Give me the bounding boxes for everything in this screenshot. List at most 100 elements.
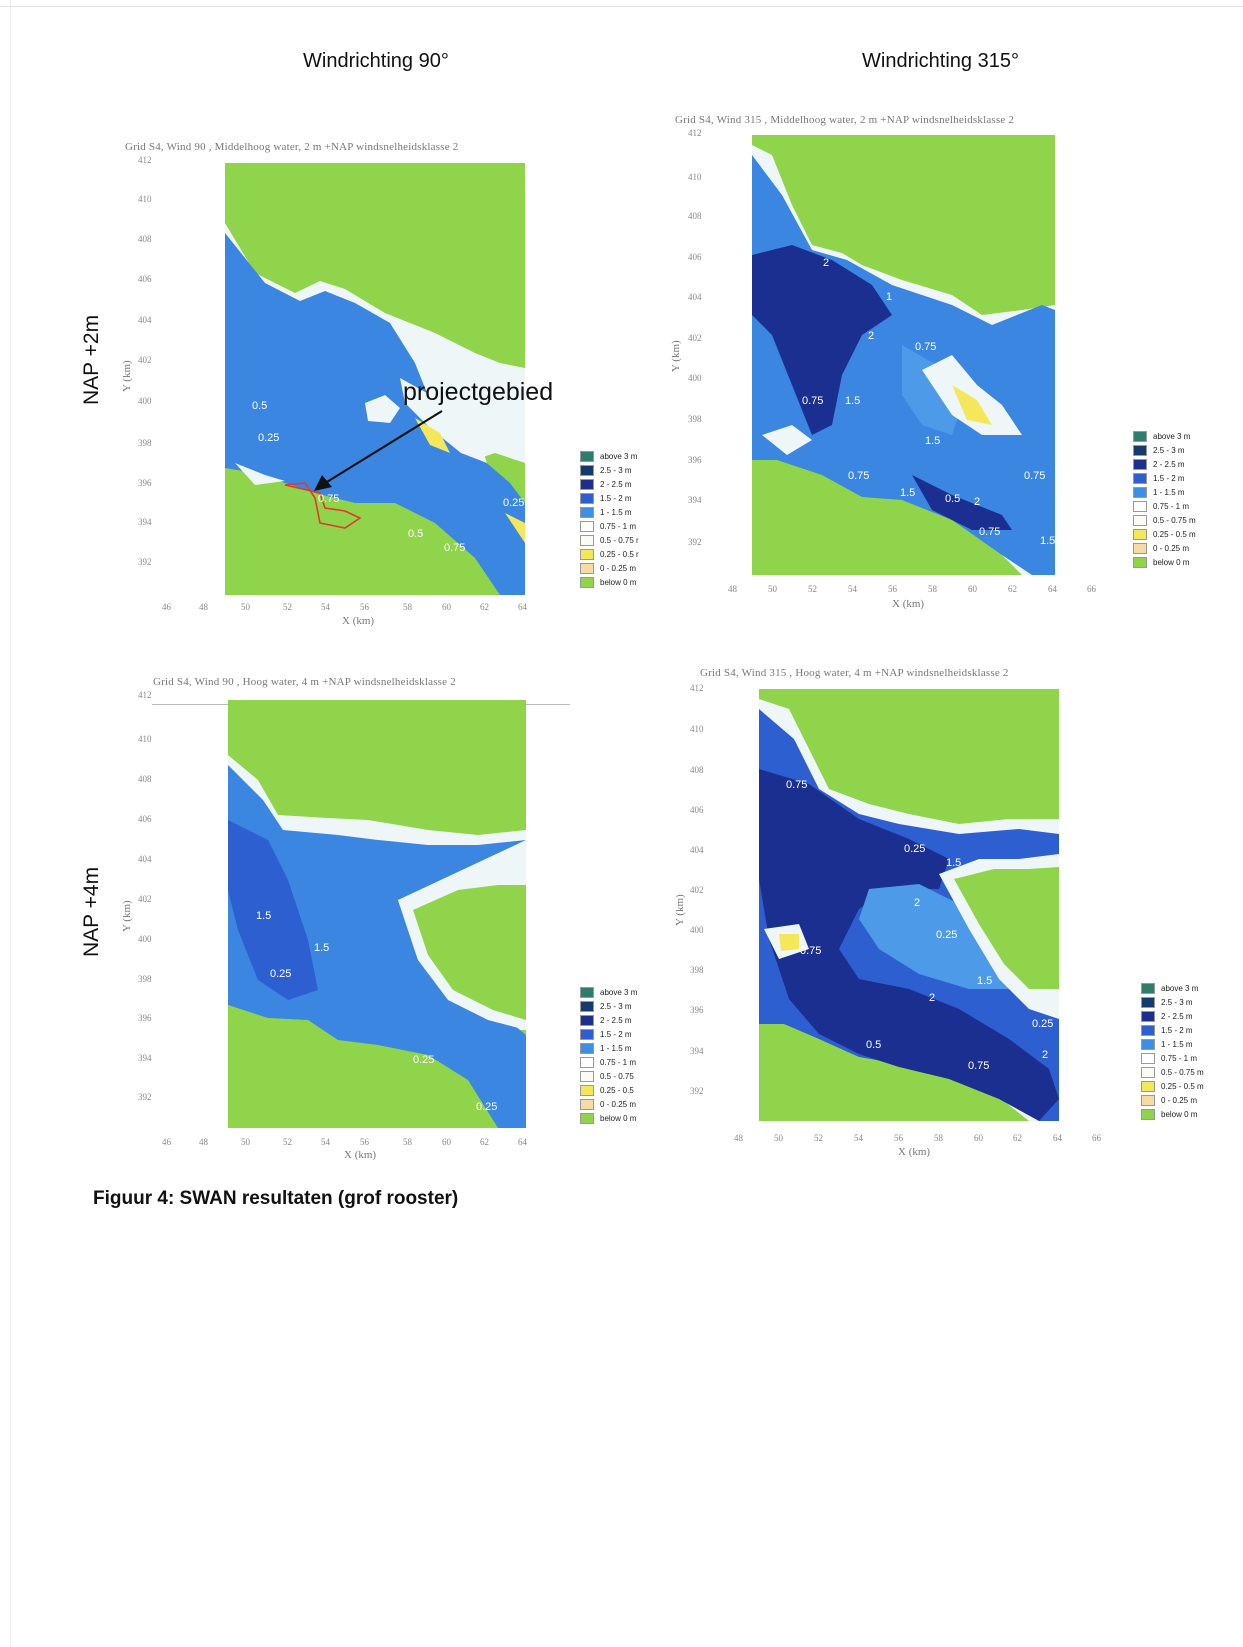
y-tick: 398 xyxy=(690,965,704,975)
contour-label: 1 xyxy=(886,291,893,303)
row-label-nap-2m: NAP +2m xyxy=(80,314,103,405)
contour-label: 0.75 xyxy=(444,542,466,554)
contour-label: 1.5 xyxy=(256,910,272,922)
legend-swatch xyxy=(580,492,594,504)
y-axis-label: Y (km) xyxy=(121,900,133,932)
contour-label: 2 xyxy=(823,257,830,269)
x-tick: 56 xyxy=(360,1137,369,1147)
y-tick: 394 xyxy=(138,1053,152,1063)
y-tick: 402 xyxy=(690,885,704,895)
legend-item: above 3 m xyxy=(1141,981,1204,995)
y-tick: 400 xyxy=(690,925,704,935)
y-tick: 412 xyxy=(138,155,152,165)
y-tick: 396 xyxy=(138,1013,152,1023)
legend-item: below 0 m xyxy=(1141,1107,1204,1121)
wave-height-map xyxy=(752,135,1055,575)
wave-height-map xyxy=(228,700,526,1128)
legend-swatch xyxy=(1141,996,1155,1008)
contour-label: 0.75 xyxy=(800,945,822,957)
x-tick: 50 xyxy=(241,602,250,612)
projectgebied-annotation: projectgebied xyxy=(403,378,554,406)
legend-swatch xyxy=(580,986,594,998)
legend-item: above 3 m xyxy=(580,985,637,999)
plot-title: Grid S4, Wind 90 , Hoog water, 4 m +NAP … xyxy=(153,676,456,688)
legend-swatch xyxy=(580,548,594,560)
y-tick: 394 xyxy=(690,1046,704,1056)
contour-label: 1.5 xyxy=(925,435,941,447)
contour-label: 0.75 xyxy=(915,341,937,353)
legend-swatch xyxy=(1133,528,1147,540)
legend-swatch xyxy=(580,520,594,532)
y-tick: 404 xyxy=(138,315,152,325)
y-tick: 402 xyxy=(138,894,152,904)
legend-swatch xyxy=(1133,500,1147,512)
figure-caption: Figuur 4: SWAN resultaten (grof rooster) xyxy=(93,1188,459,1209)
legend-item: 0.25 - 0.5 r xyxy=(580,547,639,561)
y-tick: 396 xyxy=(690,1005,704,1015)
x-tick: 62 xyxy=(1013,1133,1022,1143)
legend-swatch xyxy=(580,464,594,476)
page-left-rule xyxy=(10,0,11,1647)
x-axis-label: X (km) xyxy=(344,1149,377,1161)
legend-item: 2 - 2.5 m xyxy=(1141,1009,1204,1023)
x-tick: 58 xyxy=(928,584,937,594)
legend-swatch xyxy=(580,506,594,518)
x-tick: 52 xyxy=(808,584,817,594)
contour-label: 1.5 xyxy=(900,487,916,499)
legend-swatch xyxy=(1133,556,1147,568)
contour-label: 0.5 xyxy=(408,528,424,540)
contour-label: 1.5 xyxy=(1040,535,1056,547)
y-tick: 406 xyxy=(690,805,704,815)
y-tick: 392 xyxy=(688,537,702,547)
contour-label: 0.75 xyxy=(979,526,1001,538)
y-tick: 400 xyxy=(688,373,702,383)
legend-swatch xyxy=(1141,1094,1155,1106)
contour-label: 1.5 xyxy=(314,942,330,954)
page-top-rule xyxy=(0,6,1243,7)
contour-label: 2 xyxy=(974,496,981,508)
x-tick: 50 xyxy=(774,1133,783,1143)
x-tick: 46 xyxy=(162,1137,171,1147)
y-tick: 400 xyxy=(138,934,152,944)
x-tick: 48 xyxy=(728,584,737,594)
x-tick: 60 xyxy=(968,584,977,594)
legend-item: 0.25 - 0.5 m xyxy=(1133,527,1196,541)
legend-item: 1.5 - 2 m xyxy=(1133,471,1196,485)
y-tick: 410 xyxy=(138,734,152,744)
y-tick: 400 xyxy=(138,396,152,406)
legend: above 3 m 2.5 - 3 m 2 - 2.5 m 1.5 - 2 m … xyxy=(580,985,637,1125)
legend-item: 0 - 0.25 m xyxy=(1133,541,1196,555)
x-tick: 62 xyxy=(480,602,489,612)
contour-label: 0.75 xyxy=(802,395,824,407)
x-axis-label: X (km) xyxy=(898,1146,931,1158)
y-tick: 412 xyxy=(688,128,702,138)
legend-swatch xyxy=(1141,1052,1155,1064)
y-tick: 392 xyxy=(690,1086,704,1096)
legend-item: 0 - 0.25 m xyxy=(1141,1093,1204,1107)
contour-label: 2 xyxy=(1042,1049,1049,1061)
legend-swatch xyxy=(1133,458,1147,470)
y-axis-label: Y (km) xyxy=(121,360,133,392)
wave-height-map xyxy=(759,689,1059,1121)
contour-label: 1.5 xyxy=(977,975,993,987)
legend-swatch xyxy=(580,1042,594,1054)
legend-item: 0.75 - 1 m xyxy=(1141,1051,1204,1065)
contour-label: 0.25 xyxy=(503,497,525,509)
legend-swatch xyxy=(1141,1038,1155,1050)
y-tick: 396 xyxy=(138,478,152,488)
legend-item: 0.5 - 0.75 xyxy=(580,1069,637,1083)
contour-label: 1.5 xyxy=(946,857,962,869)
contour-label: 0.75 xyxy=(318,493,340,505)
plot-title: Grid S4, Wind 315 , Hoog water, 4 m +NAP… xyxy=(700,667,1009,679)
column-title-90: Windrichting 90° xyxy=(303,50,449,72)
y-tick: 406 xyxy=(138,274,152,284)
y-tick: 392 xyxy=(138,557,152,567)
contour-label: 0.5 xyxy=(945,493,961,505)
legend-item: 1 - 1.5 m xyxy=(580,505,639,519)
legend-item: 2.5 - 3 m xyxy=(580,999,637,1013)
legend-item: below 0 m xyxy=(580,1111,637,1125)
legend-swatch xyxy=(580,1028,594,1040)
legend-swatch xyxy=(580,534,594,546)
contour-label: 0.75 xyxy=(848,470,870,482)
x-tick: 50 xyxy=(768,584,777,594)
